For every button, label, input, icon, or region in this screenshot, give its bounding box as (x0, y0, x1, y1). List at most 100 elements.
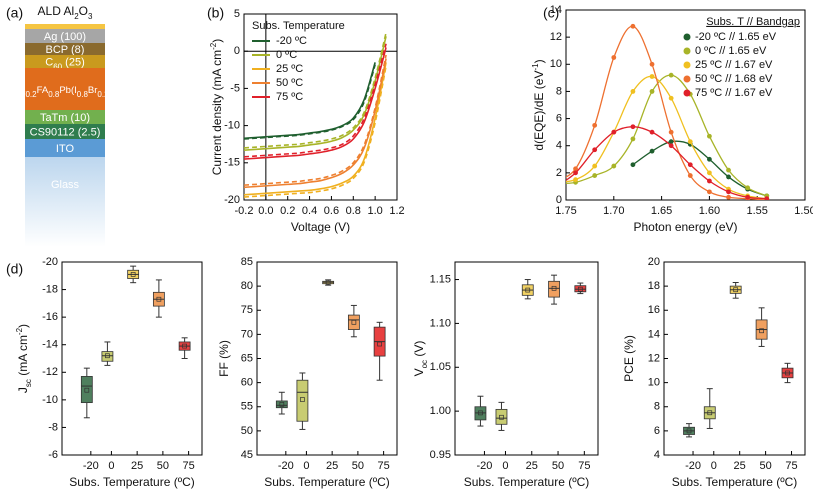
y-tick-label: 70 (241, 328, 253, 340)
plot-area (244, 14, 397, 200)
data-point (707, 133, 712, 139)
y-axis-label: Current density (mA cm-2) (209, 39, 225, 176)
data-point (668, 72, 674, 78)
data-point (687, 139, 693, 145)
x-tick-label: 25 (326, 460, 338, 472)
x-tick-label: 0.6 (324, 205, 339, 217)
plot-area (275, 279, 386, 430)
y-tick-label: 50 (241, 425, 253, 437)
text-part: FF (%) (217, 340, 231, 377)
mean (499, 414, 504, 420)
data-point (668, 129, 674, 135)
y-tick-label: 5 (234, 8, 240, 20)
y-tick-label: 75 (241, 304, 253, 316)
jv-curve-dashed (244, 64, 376, 140)
text-part: 0.8 (77, 90, 89, 99)
y-tick-label: 0 (234, 45, 240, 57)
y-tick-label: -16 (42, 311, 58, 323)
y-tick-label: 4 (654, 449, 660, 461)
mean (525, 287, 531, 293)
data-point (687, 173, 693, 178)
text-part: 60 (53, 62, 62, 71)
y-tick-label: -20 (224, 194, 240, 206)
y-tick-label: 65 (241, 352, 253, 364)
mean (478, 410, 483, 416)
y-tick-label: 8 (556, 85, 562, 97)
y-tick-label: 1.00 (430, 405, 451, 417)
x-tick-label: 0.2 (280, 205, 295, 217)
box (296, 379, 309, 422)
text-part: (mA cm (16, 335, 30, 379)
text-part: 2 (74, 12, 79, 21)
legend-marker (683, 61, 691, 69)
plot-frame (663, 261, 806, 456)
jv-curve-dashed (244, 54, 387, 186)
fit-line (566, 126, 767, 200)
x-tick-label: 25 (131, 460, 143, 472)
y-tick-label: 10 (648, 377, 660, 389)
plot-frame (565, 9, 806, 201)
data-point (707, 178, 712, 184)
y-tick-label: -14 (42, 339, 58, 351)
y-tick-label: 14 (648, 328, 660, 340)
text-part: V (412, 368, 426, 376)
x-tick-label: 75 (578, 460, 590, 472)
y-tick-label: -6 (48, 449, 58, 461)
text-part: C (45, 56, 53, 68)
y-tick-label: 60 (241, 377, 253, 389)
y-tick-label: 1.15 (430, 273, 451, 285)
box (347, 314, 360, 330)
text-part: ALD Al (38, 4, 75, 18)
plot-frame (243, 13, 398, 201)
y-tick-label: 0.95 (430, 449, 451, 461)
text-part: Cs (14, 85, 26, 96)
layer-label: ITO (56, 143, 75, 155)
legend-marker (683, 89, 691, 97)
text-part: ) (109, 85, 112, 96)
mean (105, 353, 110, 359)
text-part: CS90112 (2.5) (30, 126, 101, 138)
y-tick-label: -8 (48, 421, 58, 433)
x-tick-label: 1.60 (699, 205, 720, 217)
layer-label: Cs0.2FA0.8Pb(I0.8Br0.2)3 (14, 85, 117, 99)
plot-area (566, 23, 770, 200)
y-tick-label: -15 (224, 157, 240, 169)
mean (377, 341, 382, 347)
text-part: ) (210, 39, 224, 43)
box (275, 400, 288, 409)
legend-title: Subs. T // Bandgap (706, 16, 800, 28)
layer (25, 139, 105, 157)
y-tick-label: 6 (654, 425, 660, 437)
stack-top-label: ALD Al2O3 (38, 4, 93, 20)
y-tick-label: 12 (550, 31, 562, 43)
y-tick-label: -10 (42, 394, 58, 406)
x-axis-label: Subs. Temperature (ºC) (69, 475, 195, 489)
panel-label: (d) (6, 261, 23, 277)
y-tick-label: 1.10 (430, 317, 451, 329)
layer (25, 124, 105, 139)
data-point (649, 61, 655, 67)
data-point (573, 177, 578, 183)
x-tick-label: 25 (734, 460, 746, 472)
x-axis-label: Voltage (V) (291, 220, 350, 234)
x-tick-label: 75 (377, 460, 389, 472)
data-point (726, 167, 731, 173)
y-axis-label: Jsc (mA cm-2) (15, 324, 33, 393)
mean (130, 272, 136, 277)
y-tick-label: 10 (550, 58, 562, 70)
y-tick-label: 1.05 (430, 361, 451, 373)
layer-label: TaTm (10) (40, 112, 90, 124)
x-tick-label: 1.2 (389, 205, 404, 217)
data-point (687, 162, 693, 168)
y-tick-label: 0 (556, 194, 562, 206)
x-tick-label: 1.75 (555, 205, 576, 217)
text-part: 0.2 (97, 90, 109, 99)
legend-label: -20 ºC // 1.65 eV (695, 31, 777, 43)
text-part: FA (37, 85, 49, 96)
text-part: 3 (88, 12, 93, 21)
text-part: -2 (209, 42, 218, 50)
plot-area (683, 282, 794, 438)
y-tick-label: 12 (648, 352, 660, 364)
y-tick-label: 45 (241, 449, 253, 461)
legend-label: 50 ºC // 1.68 eV (695, 73, 773, 85)
